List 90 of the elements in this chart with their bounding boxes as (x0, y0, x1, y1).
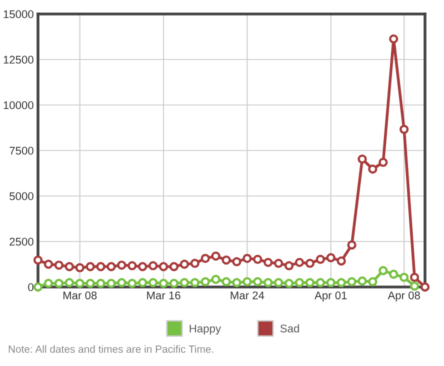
legend-label: Happy (190, 324, 221, 335)
y-tick-label: 2500 (10, 238, 34, 246)
point (420, 282, 430, 292)
point (169, 278, 179, 288)
point (368, 164, 378, 174)
y-tick-label: 5000 (10, 192, 34, 200)
point (305, 258, 315, 268)
text: Note: All dates and times are in Pacific Time. (8, 345, 214, 353)
point (253, 254, 262, 264)
point (200, 277, 210, 286)
point (242, 277, 252, 286)
point (96, 262, 106, 272)
point (336, 256, 346, 266)
point (326, 253, 336, 262)
point (54, 260, 64, 270)
point (410, 272, 420, 282)
point (158, 278, 168, 288)
point (400, 272, 409, 282)
point (378, 158, 388, 167)
point (326, 278, 336, 288)
point (358, 276, 367, 286)
point (347, 240, 356, 250)
point (389, 34, 398, 44)
y-tick-label: 10000 (4, 101, 34, 110)
point (389, 270, 398, 279)
point (96, 278, 106, 288)
point (264, 258, 273, 268)
point (378, 266, 388, 276)
point (336, 278, 346, 288)
legend-label: Sad (280, 324, 299, 332)
point (274, 258, 284, 268)
point (128, 278, 137, 288)
point (64, 262, 74, 272)
point (358, 154, 367, 164)
y-tick-label: 0 (28, 283, 34, 292)
point (138, 278, 148, 288)
point (75, 278, 84, 288)
point (33, 255, 43, 265)
point (284, 261, 294, 270)
x-tick-label: Mar 24 (230, 291, 264, 300)
point (232, 278, 242, 288)
point (158, 262, 168, 272)
point (64, 278, 74, 288)
point (180, 278, 190, 288)
y-tick-label: 7500 (10, 146, 34, 155)
point (75, 263, 84, 272)
x-tick-label: Mar 16 (147, 291, 180, 300)
point (274, 278, 284, 288)
point (169, 262, 179, 272)
point (294, 258, 304, 268)
point (347, 277, 356, 286)
point (294, 278, 304, 288)
x-tick-label: Mar 08 (63, 291, 97, 300)
point (86, 278, 95, 288)
x-tick-label: Apr 08 (388, 291, 420, 302)
point (400, 124, 409, 134)
point (148, 261, 158, 270)
x-tick-label: Apr 01 (314, 291, 347, 302)
point (33, 282, 43, 292)
point (54, 278, 64, 288)
point (200, 254, 210, 264)
point (44, 278, 54, 288)
point (242, 254, 252, 264)
point (138, 262, 148, 272)
point (128, 261, 137, 270)
point (117, 260, 126, 270)
point (305, 278, 315, 288)
point (190, 278, 200, 288)
point (232, 257, 242, 266)
y-tick-label: 12500 (4, 56, 34, 64)
point (180, 260, 190, 269)
point (148, 278, 158, 288)
point (222, 255, 231, 265)
point (222, 277, 231, 286)
point (368, 277, 378, 286)
point (86, 262, 95, 272)
point (253, 277, 262, 286)
point (316, 278, 325, 288)
point (316, 254, 325, 264)
point (106, 278, 116, 288)
point (264, 278, 273, 288)
point (106, 262, 116, 272)
y-tick-label: 15000 (4, 10, 34, 18)
point (211, 274, 220, 284)
point (117, 278, 126, 288)
point (190, 258, 200, 268)
point (211, 251, 220, 261)
point (284, 278, 294, 288)
point (44, 260, 54, 269)
point (410, 282, 420, 291)
